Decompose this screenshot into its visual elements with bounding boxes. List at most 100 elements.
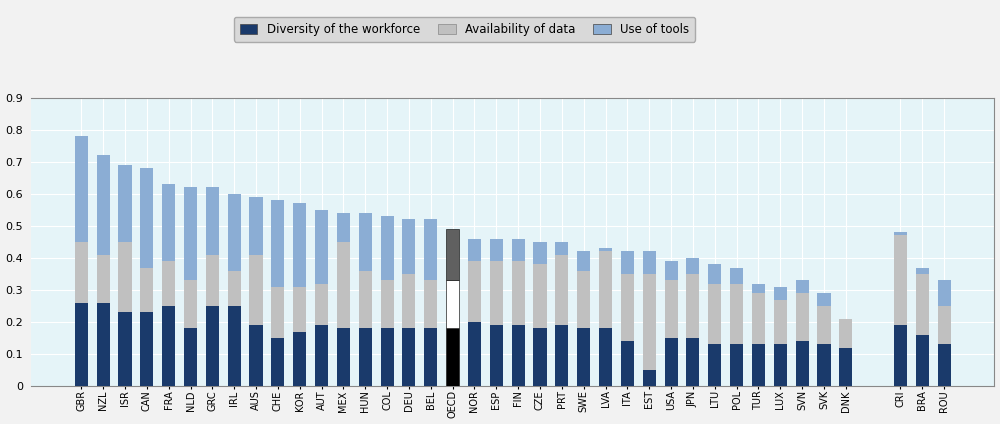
Bar: [796, 341, 809, 386]
Bar: [315, 210, 328, 284]
Bar: [774, 287, 787, 300]
Legend: Diversity of the workforce, Availability of data, Use of tools: Diversity of the workforce, Availability…: [234, 17, 695, 42]
Bar: [315, 325, 328, 386]
Bar: [665, 261, 678, 280]
Bar: [337, 242, 350, 329]
Bar: [533, 329, 547, 386]
Bar: [555, 242, 568, 255]
Bar: [916, 335, 929, 386]
Bar: [293, 287, 306, 332]
Bar: [359, 271, 372, 329]
Bar: [359, 329, 372, 386]
Bar: [359, 213, 372, 271]
Bar: [424, 220, 437, 280]
Bar: [402, 220, 415, 274]
Bar: [621, 341, 634, 386]
Bar: [140, 268, 153, 312]
Bar: [271, 287, 284, 338]
Bar: [490, 239, 503, 261]
Bar: [512, 261, 525, 325]
Bar: [490, 261, 503, 325]
Bar: [665, 338, 678, 386]
Bar: [228, 271, 241, 306]
Bar: [817, 306, 831, 344]
Bar: [337, 213, 350, 242]
Bar: [446, 329, 459, 386]
Bar: [938, 306, 951, 344]
Bar: [402, 329, 415, 386]
Bar: [796, 280, 809, 293]
Bar: [752, 284, 765, 293]
Bar: [665, 280, 678, 338]
Bar: [708, 344, 721, 386]
Bar: [162, 306, 175, 386]
Bar: [916, 268, 929, 274]
Bar: [643, 274, 656, 370]
Bar: [599, 329, 612, 386]
Bar: [839, 319, 852, 348]
Bar: [206, 255, 219, 306]
Bar: [97, 303, 110, 386]
Bar: [468, 322, 481, 386]
Bar: [752, 344, 765, 386]
Bar: [293, 332, 306, 386]
Bar: [140, 312, 153, 386]
Bar: [774, 300, 787, 344]
Bar: [916, 274, 929, 335]
Bar: [894, 325, 907, 386]
Bar: [533, 242, 547, 264]
Bar: [512, 239, 525, 261]
Bar: [490, 325, 503, 386]
Bar: [402, 274, 415, 329]
Bar: [643, 251, 656, 274]
Bar: [184, 280, 197, 329]
Bar: [817, 293, 831, 306]
Bar: [555, 255, 568, 325]
Bar: [446, 280, 459, 329]
Bar: [643, 370, 656, 386]
Bar: [708, 284, 721, 344]
Bar: [839, 348, 852, 386]
Bar: [206, 306, 219, 386]
Bar: [424, 329, 437, 386]
Bar: [118, 165, 132, 242]
Bar: [468, 261, 481, 322]
Bar: [686, 274, 699, 338]
Bar: [686, 338, 699, 386]
Bar: [184, 187, 197, 280]
Bar: [730, 268, 743, 284]
Bar: [315, 284, 328, 325]
Bar: [249, 325, 263, 386]
Bar: [381, 216, 394, 280]
Bar: [249, 197, 263, 255]
Bar: [894, 235, 907, 325]
Bar: [228, 194, 241, 271]
Bar: [118, 242, 132, 312]
Bar: [774, 344, 787, 386]
Bar: [468, 239, 481, 261]
Bar: [118, 312, 132, 386]
Bar: [75, 136, 88, 242]
Bar: [555, 325, 568, 386]
Bar: [938, 280, 951, 306]
Bar: [894, 232, 907, 235]
Bar: [446, 229, 459, 280]
Bar: [97, 255, 110, 303]
Bar: [686, 258, 699, 274]
Bar: [577, 251, 590, 271]
Bar: [75, 242, 88, 303]
Bar: [730, 284, 743, 344]
Bar: [271, 200, 284, 287]
Bar: [271, 338, 284, 386]
Bar: [97, 155, 110, 255]
Bar: [577, 329, 590, 386]
Bar: [621, 251, 634, 274]
Bar: [381, 329, 394, 386]
Bar: [599, 248, 612, 251]
Bar: [577, 271, 590, 329]
Bar: [730, 344, 743, 386]
Bar: [206, 187, 219, 255]
Bar: [381, 280, 394, 329]
Bar: [708, 264, 721, 284]
Bar: [228, 306, 241, 386]
